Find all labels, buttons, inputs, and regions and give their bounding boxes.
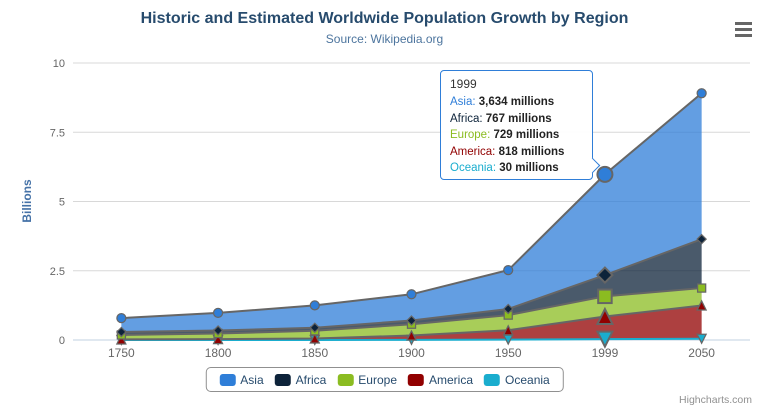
credits-link[interactable]: Highcharts.com: [679, 394, 752, 406]
point-america-2050[interactable]: [696, 299, 708, 311]
point-america-1850[interactable]: [309, 332, 321, 344]
legend-item-oceania[interactable]: Oceania: [484, 373, 550, 387]
x-axis-label: 1800: [205, 346, 232, 360]
legend-swatch: [484, 373, 501, 386]
legend-label: America: [429, 372, 474, 387]
tooltip-row-africa: Africa: 767 millions: [450, 112, 552, 125]
y-axis-label: 10: [53, 58, 65, 70]
point-africa-2050[interactable]: [696, 233, 708, 245]
tooltip-row-oceania: Oceania: 30 millions: [450, 162, 559, 174]
point-asia-1950[interactable]: [503, 265, 514, 276]
tooltip-row-asia: Asia: 3,634 millions: [450, 96, 555, 108]
point-asia-1900[interactable]: [406, 289, 417, 300]
point-america-1800[interactable]: [212, 333, 224, 345]
point-africa-1950[interactable]: [502, 303, 514, 315]
point-africa-1900[interactable]: [406, 315, 417, 326]
point-america-1999[interactable]: [595, 306, 615, 326]
point-america-1900[interactable]: [405, 329, 418, 341]
point-asia-2050[interactable]: [696, 88, 707, 99]
legend-label: Asia: [240, 372, 264, 387]
point-europe-1999[interactable]: [597, 288, 613, 305]
tooltip-rows: Asia: 3,634 millions Africa: 767 millions…: [450, 94, 583, 177]
point-oceania-1999[interactable]: [595, 330, 615, 349]
y-axis-label: 0: [59, 335, 65, 347]
series-area-america[interactable]: [121, 305, 702, 340]
point-europe-2050[interactable]: [696, 283, 707, 293]
x-axis-label: 1850: [301, 346, 328, 360]
chart-title: Historic and Estimated Worldwide Populat…: [140, 10, 629, 27]
y-axis-label: 5: [59, 197, 65, 209]
tooltip-row-europe: Europe: 729 millions: [450, 129, 560, 141]
point-america-1950[interactable]: [502, 324, 514, 336]
legend-swatch: [337, 373, 354, 386]
point-asia-1800[interactable]: [212, 307, 224, 319]
chart-tooltip: 1999 Asia: 3,634 millions Africa: 767 mil…: [440, 70, 601, 180]
point-asia-1999[interactable]: [596, 165, 614, 183]
legend-item-asia[interactable]: Asia: [219, 372, 264, 387]
chart-subtitle: Source: Wikipedia.org: [325, 32, 444, 46]
y-axis-label: 7.5: [50, 127, 65, 139]
x-axis-label: 1999: [592, 346, 619, 360]
hamburger-menu-icon: [735, 22, 752, 37]
series-area-asia[interactable]: [121, 93, 702, 332]
point-oceania-2050[interactable]: [696, 333, 708, 345]
point-africa-1999[interactable]: [596, 266, 614, 284]
x-axis-label: 1950: [495, 346, 522, 360]
legend-swatch: [219, 373, 236, 386]
point-africa-1750[interactable]: [115, 326, 127, 338]
legend-swatch: [274, 373, 291, 386]
point-asia-1850[interactable]: [309, 300, 320, 311]
tooltip-row-america: America: 818 millions: [450, 145, 565, 158]
series-area-africa[interactable]: [121, 239, 702, 335]
legend-swatch: [408, 373, 425, 386]
point-africa-1800[interactable]: [212, 325, 224, 336]
x-axis-label: 1750: [108, 346, 135, 360]
x-axis-label: 2050: [688, 346, 715, 360]
legend-label: Africa: [295, 372, 327, 387]
x-axis-label: 1900: [398, 346, 425, 360]
legend-item-europe[interactable]: Europe: [337, 373, 397, 387]
tooltip-header: 1999: [450, 77, 477, 91]
legend-label: Europe: [358, 372, 398, 387]
legend-label: Oceania: [505, 372, 550, 387]
legend-item-africa[interactable]: Africa: [274, 372, 327, 387]
point-africa-1850[interactable]: [309, 322, 321, 334]
legend: Asia Africa Europe America Oceania: [205, 367, 564, 392]
point-asia-1750[interactable]: [116, 312, 127, 324]
y-axis-label: 2.5: [50, 266, 65, 278]
legend-item-america[interactable]: America: [408, 373, 473, 387]
export-menu-button[interactable]: [730, 18, 757, 43]
